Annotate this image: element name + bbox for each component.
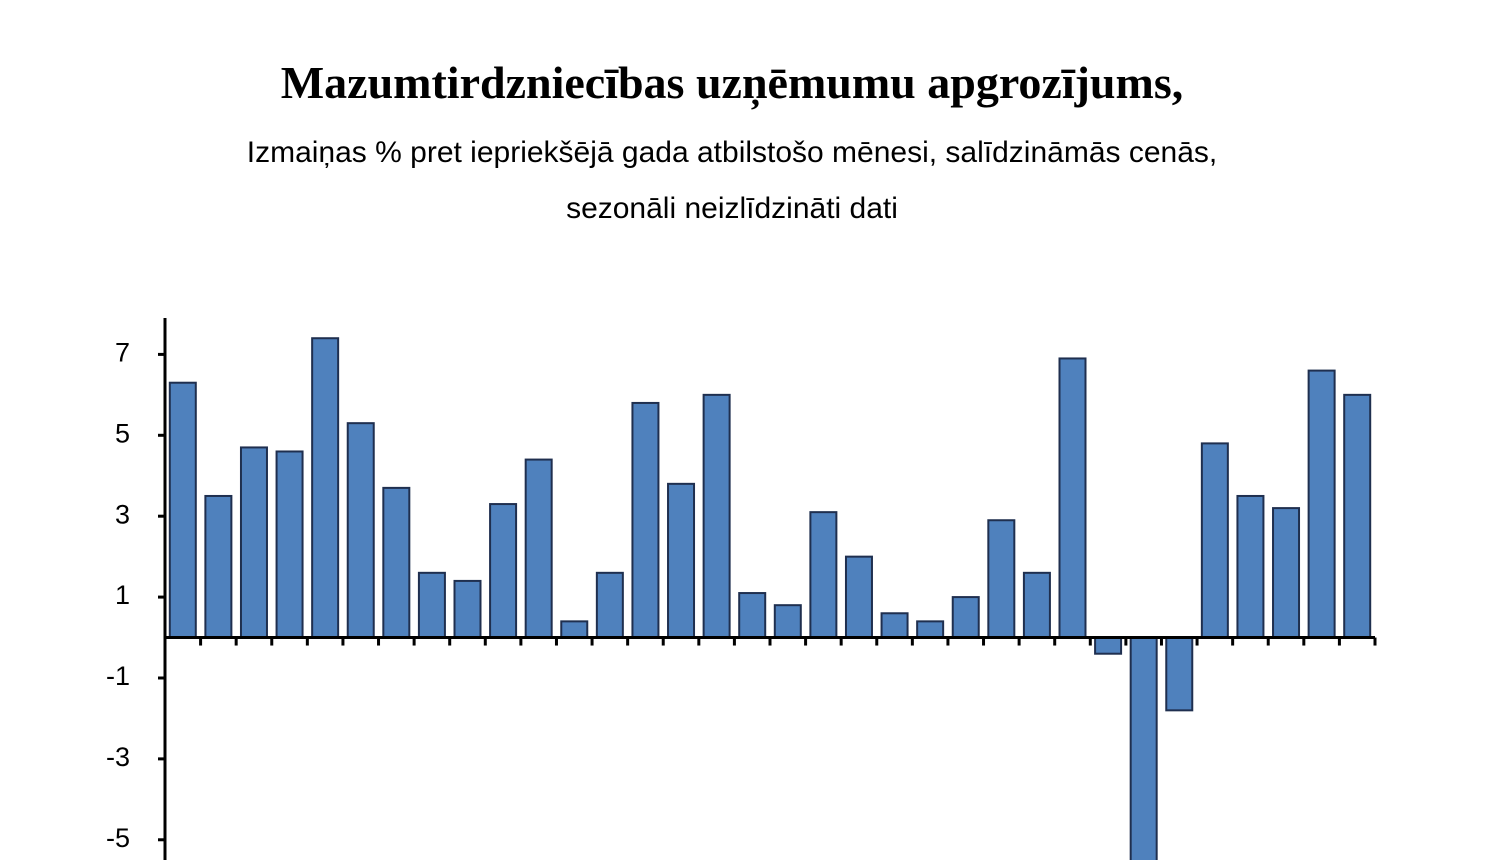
bar — [1343, 393, 1372, 639]
y-tick-label: 5 — [115, 418, 130, 448]
bar — [275, 450, 304, 639]
bar — [1236, 494, 1265, 639]
bar — [1058, 357, 1087, 639]
y-tick-label: 7 — [115, 338, 130, 368]
bar — [631, 401, 660, 639]
y-tick-label: -1 — [106, 661, 130, 691]
bar — [1022, 571, 1051, 639]
bar — [1129, 636, 1158, 860]
bar — [311, 337, 340, 639]
bar — [382, 486, 411, 639]
bar — [417, 571, 446, 639]
bar — [1307, 369, 1336, 639]
bar — [951, 596, 980, 639]
bar — [702, 393, 731, 639]
y-tick-label: 1 — [115, 580, 130, 610]
chart-title: Mazumtirdzniecības uzņēmumu apgrozījums, — [281, 57, 1184, 110]
bar — [524, 458, 553, 639]
bar — [916, 620, 945, 639]
chart-subtitle: Izmaiņas % pret iepriekšējā gada atbilst… — [247, 136, 1218, 169]
bar — [346, 422, 375, 639]
bar — [1094, 636, 1123, 655]
bar — [560, 620, 589, 639]
bar — [667, 482, 696, 639]
bar — [880, 612, 909, 639]
y-tick-label: 3 — [115, 499, 130, 529]
bar — [773, 604, 802, 639]
bar — [1165, 636, 1194, 712]
bar — [987, 519, 1016, 639]
bar — [1200, 442, 1229, 639]
bar — [453, 579, 482, 639]
bar — [168, 381, 197, 639]
bar — [489, 503, 518, 639]
chart-subtitle: sezonāli neizlīdzināti dati — [566, 192, 898, 225]
y-tick-label: -5 — [106, 823, 130, 853]
plot-area — [168, 337, 1372, 860]
bar — [1272, 507, 1301, 639]
bar — [204, 494, 233, 639]
bar — [844, 555, 873, 639]
bar — [809, 511, 838, 639]
bar — [738, 592, 767, 639]
bar — [595, 571, 624, 639]
y-tick-label: -3 — [106, 742, 130, 772]
bar — [239, 446, 268, 639]
